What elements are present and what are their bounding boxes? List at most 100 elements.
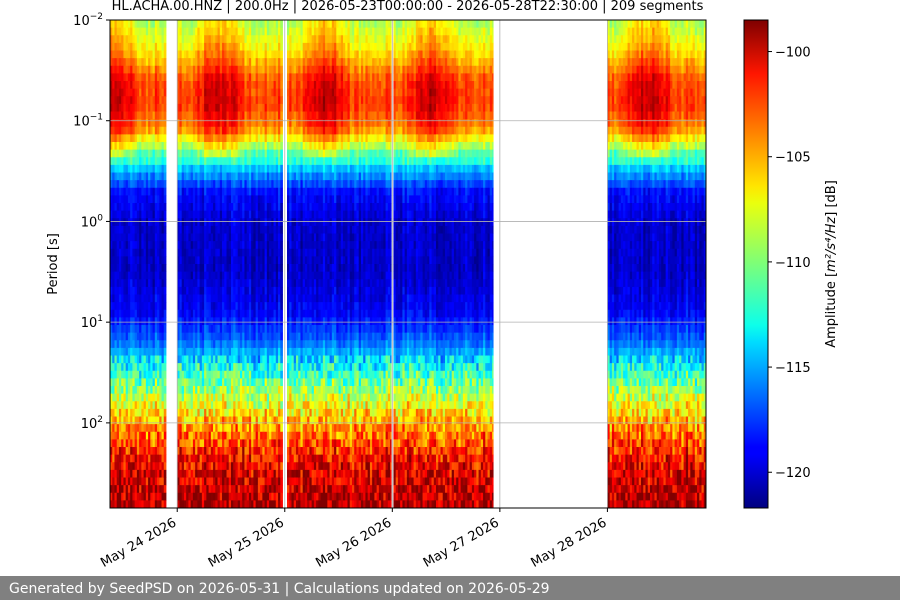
heatmap-cell [248, 302, 252, 311]
heatmap-cell [206, 81, 209, 90]
heatmap-cell [161, 431, 165, 440]
heatmap-cell [215, 355, 218, 364]
heatmap-cell [251, 271, 254, 280]
heatmap-cell [188, 416, 192, 425]
heatmap-cell [273, 111, 277, 120]
heatmap-cell [150, 172, 153, 181]
heatmap-cell [181, 332, 185, 341]
heatmap-cell [248, 454, 252, 463]
heatmap-cell [134, 111, 138, 120]
heatmap-cell [210, 27, 214, 36]
heatmap-cell [235, 149, 239, 158]
heatmap-cell [177, 378, 180, 387]
heatmap-cell [233, 264, 236, 273]
heatmap-cell [298, 119, 301, 128]
heatmap-cell [228, 35, 232, 44]
heatmap-cell [143, 386, 147, 395]
heatmap-cell [157, 454, 160, 463]
heatmap-cell [118, 65, 122, 74]
heatmap-cell [262, 492, 265, 501]
heatmap-cell [253, 180, 257, 189]
heatmap-cell [183, 347, 187, 356]
heatmap-cell [280, 286, 283, 295]
heatmap-cell [127, 195, 131, 204]
heatmap-cell [289, 58, 292, 67]
heatmap-cell [235, 225, 239, 234]
heatmap-cell [224, 454, 227, 463]
heatmap-cell [275, 454, 279, 463]
heatmap-cell [195, 241, 198, 250]
heatmap-cell [253, 50, 257, 59]
heatmap-cell [230, 88, 234, 97]
heatmap-cell [116, 256, 120, 265]
heatmap-cell [161, 386, 165, 395]
heatmap-cell [226, 241, 230, 250]
heatmap-cell [233, 386, 236, 395]
heatmap-cell [298, 96, 301, 105]
heatmap-cell [262, 195, 265, 204]
heatmap-cell [255, 119, 259, 128]
heatmap-cell [215, 363, 218, 372]
heatmap-cell [235, 286, 239, 295]
heatmap-cell [188, 126, 192, 135]
heatmap-cell [130, 180, 133, 189]
heatmap-cell [228, 233, 232, 242]
heatmap-cell [204, 325, 207, 334]
heatmap-cell [280, 88, 283, 97]
heatmap-cell [237, 210, 241, 219]
heatmap-cell [287, 271, 290, 280]
heatmap-cell [127, 157, 131, 166]
heatmap-cell [136, 477, 140, 486]
heatmap-cell [289, 271, 292, 280]
heatmap-cell [136, 347, 140, 356]
heatmap-cell [278, 187, 281, 196]
heatmap-cell [230, 172, 234, 181]
heatmap-cell [136, 393, 140, 402]
heatmap-cell [298, 401, 301, 410]
heatmap-cell [143, 279, 147, 288]
heatmap-cell [269, 469, 272, 478]
heatmap-cell [199, 431, 203, 440]
heatmap-cell [145, 187, 149, 196]
heatmap-cell [255, 149, 259, 158]
heatmap-cell [253, 111, 257, 120]
heatmap-cell [159, 58, 162, 67]
heatmap-cell [199, 50, 203, 59]
heatmap-cell [222, 119, 225, 128]
heatmap-cell [255, 386, 259, 395]
heatmap-cell [295, 286, 299, 295]
heatmap-cell [242, 27, 245, 36]
heatmap-cell [273, 447, 277, 456]
heatmap-cell [112, 401, 115, 410]
heatmap-cell [237, 447, 241, 456]
heatmap-cell [130, 477, 133, 486]
heatmap-cell [244, 386, 248, 395]
heatmap-cell [222, 248, 225, 257]
heatmap-cell [154, 50, 158, 59]
heatmap-cell [248, 20, 252, 29]
heatmap-cell [199, 187, 203, 196]
heatmap-cell [219, 332, 223, 341]
heatmap-cell [141, 485, 145, 494]
heatmap-cell [132, 103, 136, 112]
heatmap-cell [233, 218, 236, 227]
heatmap-cell [199, 180, 203, 189]
heatmap-cell [118, 81, 122, 90]
heatmap-cell [199, 347, 203, 356]
heatmap-cell [210, 462, 214, 471]
heatmap-cell [224, 157, 227, 166]
heatmap-cell [224, 286, 227, 295]
heatmap-cell [269, 256, 272, 265]
heatmap-cell [293, 393, 297, 402]
heatmap-cell [186, 279, 189, 288]
heatmap-cell [152, 264, 156, 273]
heatmap-cell [141, 386, 145, 395]
heatmap-cell [251, 477, 254, 486]
heatmap-cell [273, 469, 277, 478]
heatmap-cell [112, 195, 115, 204]
heatmap-cell [199, 355, 203, 364]
heatmap-cell [134, 73, 138, 82]
heatmap-cell [159, 20, 162, 29]
heatmap-cell [154, 462, 158, 471]
heatmap-cell [222, 340, 225, 349]
